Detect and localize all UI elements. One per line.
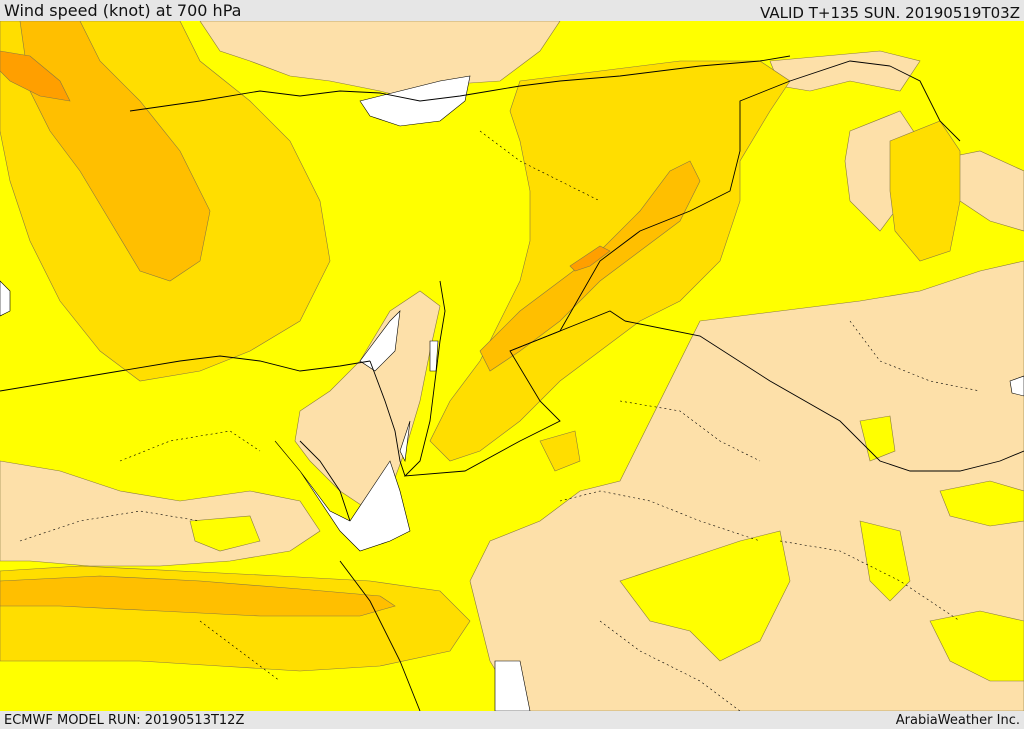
water-west-edge — [0, 280, 11, 317]
water-red-sea — [274, 440, 411, 552]
border-jordan-iraq — [509, 60, 961, 352]
province-border-7 — [849, 320, 981, 392]
mid-wind-island-1 — [619, 530, 791, 662]
province-borders — [19, 130, 981, 711]
water-mediterranean-coast — [359, 310, 401, 372]
mid-wind-island-6 — [189, 515, 261, 552]
valid-time: VALID T+135 SUN. 20190519T03Z — [760, 4, 1020, 22]
wind-speed-map — [0, 21, 1024, 711]
map-title: Wind speed (knot) at 700 hPa — [4, 1, 242, 20]
higher-wind-area-south-jet — [0, 575, 396, 617]
low-wind-area-arabia — [469, 260, 1024, 711]
water-gulf-edge — [1009, 375, 1024, 397]
footer-bar — [0, 711, 1024, 729]
highest-wind-area-aegean — [0, 50, 71, 102]
water-red-sea-south — [494, 660, 531, 711]
mid-wind-island-5 — [939, 480, 1024, 527]
highest-wind-area-jet-core — [569, 245, 611, 272]
mid-wind-islands — [189, 415, 1024, 682]
country-borders — [0, 55, 1024, 711]
province-border-2 — [119, 430, 261, 462]
province-border-1 — [19, 510, 201, 542]
border-egypt-sudan — [339, 560, 421, 711]
border-sinai-coast — [299, 440, 351, 522]
credit: ArabiaWeather Inc. — [895, 713, 1020, 728]
mid-wind-island-3 — [929, 610, 1024, 682]
water-gulf-aqaba — [399, 420, 411, 463]
mid-wind-island-2 — [859, 520, 911, 602]
province-border-4 — [619, 400, 761, 462]
border-saudi-iraq — [624, 320, 1024, 472]
water-black-sea-edge — [359, 75, 471, 127]
border-egypt-coast — [0, 355, 371, 392]
province-border-8 — [479, 130, 601, 202]
border-sinai — [369, 360, 406, 477]
high-wind-area-sahara — [539, 430, 581, 472]
water-bodies — [0, 75, 1024, 711]
province-border-6 — [599, 620, 741, 711]
highest-wind-areas — [0, 50, 611, 272]
model-run: ECMWF MODEL RUN: 20190513T12Z — [4, 713, 245, 728]
province-border-5 — [779, 540, 961, 622]
header-bar — [0, 0, 1024, 21]
high-wind-area-east — [889, 120, 961, 262]
border-turkey-syria — [129, 55, 791, 112]
province-border-9 — [199, 620, 281, 682]
higher-wind-area-turkey — [19, 21, 211, 282]
